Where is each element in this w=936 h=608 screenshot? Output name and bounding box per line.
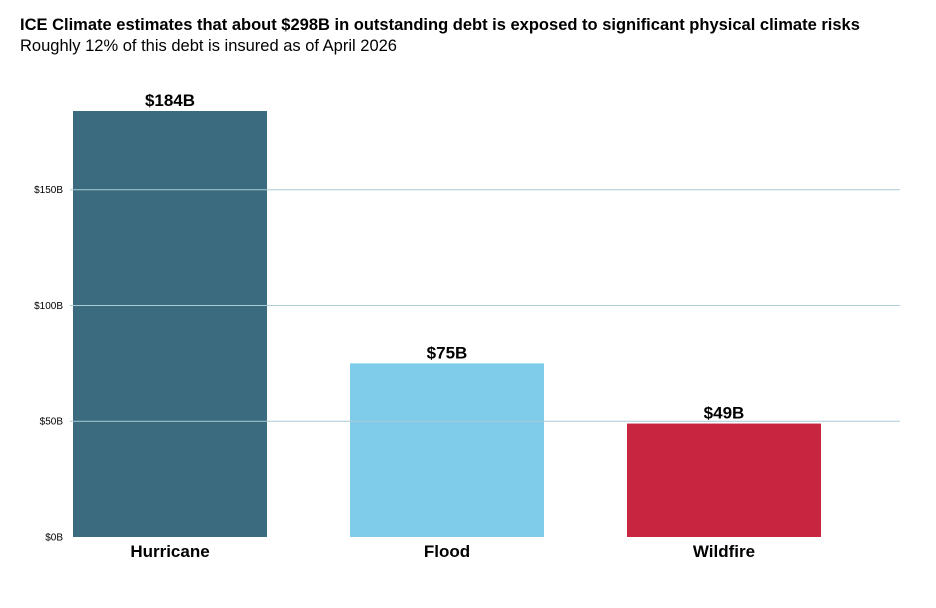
x-axis-labels: Hurricane Flood Wildfire — [130, 542, 755, 561]
data-label-flood: $75B — [427, 343, 468, 362]
y-axis-ticks: $0B $50B $100B $150B — [34, 185, 63, 543]
bar-hurricane — [73, 111, 267, 537]
data-labels: $184B $75B $49B — [145, 91, 744, 423]
bar-wildfire — [627, 423, 821, 537]
data-label-hurricane: $184B — [145, 91, 195, 110]
y-tick-label-0: $0B — [45, 533, 63, 544]
bar-flood — [350, 363, 544, 537]
x-category-label-hurricane: Hurricane — [130, 542, 209, 561]
x-category-label-flood: Flood — [424, 542, 470, 561]
y-tick-label-2: $100B — [34, 301, 63, 312]
y-tick-label-1: $50B — [40, 417, 64, 428]
chart-title: ICE Climate estimates that about $298B i… — [20, 16, 860, 34]
x-category-label-wildfire: Wildfire — [693, 542, 755, 561]
gridlines-layer — [70, 189, 900, 422]
bars-layer — [73, 111, 821, 537]
data-label-wildfire: $49B — [704, 404, 745, 423]
chart-subtitle: Roughly 12% of this debt is insured as o… — [20, 37, 397, 55]
y-tick-label-3: $150B — [34, 185, 63, 196]
